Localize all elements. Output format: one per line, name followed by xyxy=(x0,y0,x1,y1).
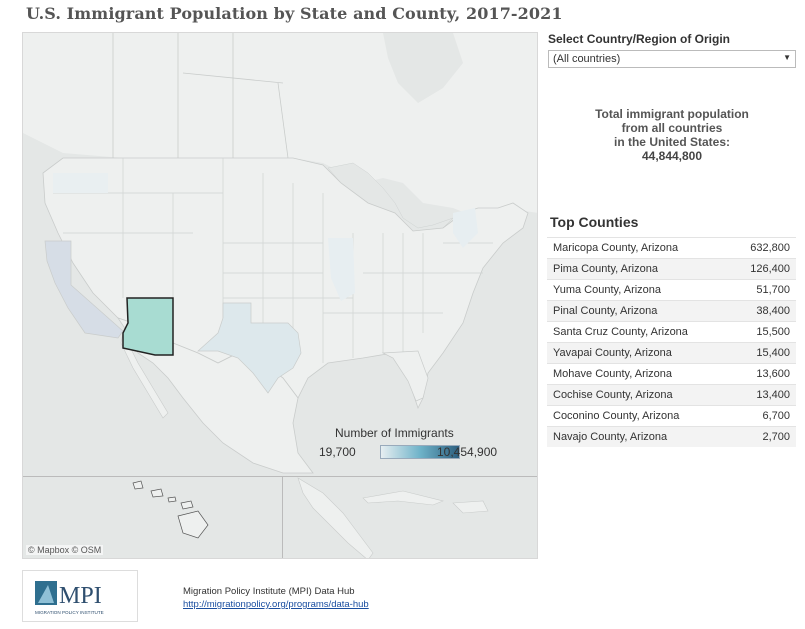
county-value: 51,700 xyxy=(731,279,796,301)
summary-total: 44,844,800 xyxy=(641,149,703,163)
footer-source: Migration Policy Institute (MPI) Data Hu… xyxy=(183,585,369,611)
illinois-shape xyxy=(328,238,355,301)
top-counties-title: Top Counties xyxy=(550,214,639,230)
cuba-shape xyxy=(362,490,444,506)
page-title: U.S. Immigrant Population by State and C… xyxy=(26,4,563,23)
hispaniola xyxy=(452,500,489,514)
county-name: Coconino County, Arizona xyxy=(547,405,732,427)
table-row[interactable]: Navajo County, Arizona 2,700 xyxy=(547,426,796,447)
country-select[interactable]: (All countries) ▼ xyxy=(548,50,796,68)
mpi-logo-mark: MPI MIGRATION POLICY INSTITUTE xyxy=(35,581,104,615)
legend-min: 19,700 xyxy=(319,445,356,459)
county-value: 13,600 xyxy=(731,363,796,385)
table-row[interactable]: Santa Cruz County, Arizona 15,500 xyxy=(547,321,796,343)
county-name: Pima County, Arizona xyxy=(547,258,732,280)
top-counties-table: Maricopa County, Arizona 632,800 Pima Cou… xyxy=(547,237,796,447)
mpi-logo[interactable]: MPI MIGRATION POLICY INSTITUTE xyxy=(22,570,138,622)
county-name: Santa Cruz County, Arizona xyxy=(547,321,732,343)
washington-shape xyxy=(53,173,108,193)
summary-line-2: from all countries xyxy=(621,121,723,135)
ny-shape xyxy=(453,208,478,248)
footer-link[interactable]: http://migrationpolicy.org/programs/data… xyxy=(183,599,369,610)
texas-shape xyxy=(197,302,302,394)
mexico-land xyxy=(117,317,314,474)
dropdown-arrow-icon[interactable]: ▼ xyxy=(783,53,791,62)
table-row[interactable]: Yuma County, Arizona 51,700 xyxy=(547,279,796,301)
county-value: 6,700 xyxy=(731,405,796,427)
california-shape xyxy=(44,240,124,339)
legend-title: Number of Immigrants xyxy=(335,426,454,440)
map-canvas[interactable] xyxy=(23,33,538,559)
county-name: Pinal County, Arizona xyxy=(547,300,732,322)
hawaii-inset xyxy=(23,476,283,558)
logo-subtext: MIGRATION POLICY INSTITUTE xyxy=(35,610,104,615)
summary-block: Total immigrant population from all coun… xyxy=(548,107,796,163)
table-row[interactable]: Pima County, Arizona 126,400 xyxy=(547,258,796,280)
county-name: Maricopa County, Arizona xyxy=(547,237,732,259)
caribbean-inset xyxy=(283,476,537,558)
county-name: Cochise County, Arizona xyxy=(547,384,732,406)
hawaii-islands xyxy=(132,480,209,539)
table-row[interactable]: Yavapai County, Arizona 15,400 xyxy=(547,342,796,364)
us-map[interactable]: Number of Immigrants 19,700 10,454,900 ©… xyxy=(22,32,538,559)
baja xyxy=(120,332,169,419)
summary-line-1: Total immigrant population xyxy=(595,107,749,121)
county-value: 15,500 xyxy=(731,321,796,343)
table-row[interactable]: Pinal County, Arizona 38,400 xyxy=(547,300,796,322)
filter-label: Select Country/Region of Origin xyxy=(548,32,731,46)
arizona-shape xyxy=(122,297,174,356)
summary-line-3: in the United States: xyxy=(613,135,730,149)
state-borders xyxy=(53,158,493,363)
country-select-value: (All countries) xyxy=(553,53,621,65)
county-name: Yavapai County, Arizona xyxy=(547,342,732,364)
county-value: 13,400 xyxy=(731,384,796,406)
table-row[interactable]: Cochise County, Arizona 13,400 xyxy=(547,384,796,406)
map-attribution[interactable]: © Mapbox © OSM xyxy=(26,545,104,555)
hudson-bay xyxy=(383,33,463,103)
central-america xyxy=(297,477,374,558)
florida-shape xyxy=(381,350,429,402)
county-value: 38,400 xyxy=(731,300,796,322)
county-value: 632,800 xyxy=(731,237,796,259)
table-row[interactable]: Coconino County, Arizona 6,700 xyxy=(547,405,796,427)
table-row[interactable]: Maricopa County, Arizona 632,800 xyxy=(547,237,796,259)
county-value: 2,700 xyxy=(731,426,796,447)
table-row[interactable]: Mohave County, Arizona 13,600 xyxy=(547,363,796,385)
footer-source-text: Migration Policy Institute (MPI) Data Hu… xyxy=(183,586,355,597)
legend-max: 10,454,900 xyxy=(437,445,498,459)
county-name: Navajo County, Arizona xyxy=(547,426,732,447)
county-value: 15,400 xyxy=(731,342,796,364)
legend-gradient-bar xyxy=(380,445,460,459)
logo-text: MPI xyxy=(59,583,102,609)
county-name: Yuma County, Arizona xyxy=(547,279,732,301)
county-value: 126,400 xyxy=(731,258,796,280)
county-name: Mohave County, Arizona xyxy=(547,363,732,385)
logo-figure-icon xyxy=(38,585,54,603)
